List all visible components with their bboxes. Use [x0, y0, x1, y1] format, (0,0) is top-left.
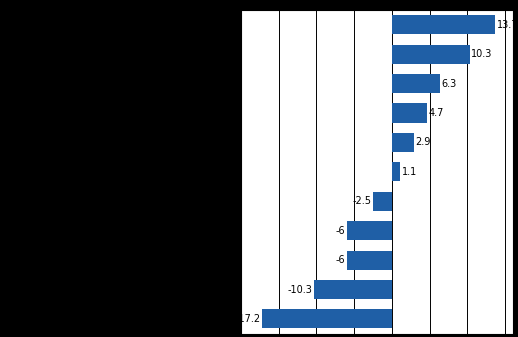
- Bar: [392, 162, 400, 181]
- Text: 13.7: 13.7: [497, 20, 518, 30]
- Text: 6.3: 6.3: [441, 79, 456, 89]
- Text: 10.3: 10.3: [471, 49, 493, 59]
- Bar: [392, 103, 427, 123]
- Text: 4.7: 4.7: [429, 108, 444, 118]
- Bar: [314, 280, 392, 299]
- Text: 2.9: 2.9: [415, 137, 431, 148]
- Text: -6: -6: [336, 226, 345, 236]
- Bar: [392, 133, 414, 152]
- Bar: [262, 309, 392, 329]
- Text: -6: -6: [336, 255, 345, 265]
- Bar: [347, 221, 392, 240]
- Bar: [392, 74, 440, 93]
- Text: -2.5: -2.5: [353, 196, 371, 206]
- Bar: [392, 15, 495, 34]
- Bar: [392, 45, 470, 64]
- Bar: [347, 250, 392, 270]
- Text: 1.1: 1.1: [402, 167, 417, 177]
- Text: -10.3: -10.3: [288, 284, 313, 295]
- Text: -17.2: -17.2: [235, 314, 261, 324]
- Bar: [373, 192, 392, 211]
